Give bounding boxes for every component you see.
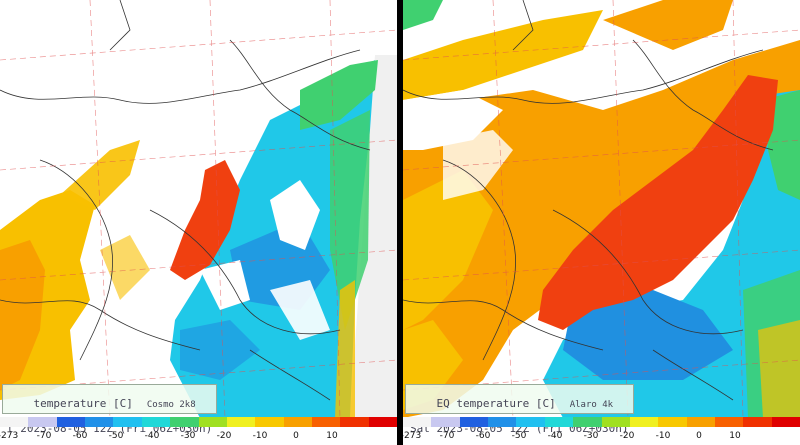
colorbar-swatch <box>0 417 29 427</box>
colorbar-swatch <box>601 417 630 427</box>
forecast-map-right <box>403 0 800 418</box>
colorbar-tick-label: 0 <box>696 431 702 441</box>
colorbar-swatch <box>340 417 369 427</box>
colorbar-tick-label: -30 <box>180 431 196 441</box>
colorbar-swatch <box>283 417 312 427</box>
colorbar-swatch <box>743 417 772 427</box>
colorbar-tick-label: -50 <box>511 431 527 441</box>
map-title-left: temperature [C] <box>33 397 133 410</box>
colorbar-tick-label: -60 <box>72 431 88 441</box>
colorbar-swatch <box>459 417 489 427</box>
map-panel-right: EQ temperature [C] Alaro 4k Sat 2023-08-0… <box>403 0 800 445</box>
colorbar-swatch <box>226 417 256 427</box>
colorbar-swatch <box>431 417 460 427</box>
colorbar-tick-label: -273 <box>0 431 19 441</box>
colorbar-ticks-right: -273 -70 -60 -50 -40 -30 -20 -10 0 10 <box>403 431 800 443</box>
colorbar-tick-label: 10 <box>729 431 741 441</box>
cloud-area-blue <box>563 290 733 380</box>
colorbar-swatch <box>403 417 432 427</box>
colorbar-tick-label: -20 <box>216 431 232 441</box>
colorbar-tick-label: -70 <box>36 431 52 441</box>
map-info-box-right: EQ temperature [C] Alaro 4k Sat 2023-08-0… <box>405 384 634 435</box>
colorbar-swatch <box>113 417 142 427</box>
colorbar-swatch <box>714 417 744 427</box>
colorbar-swatch <box>686 417 715 427</box>
colorbar-swatches-right <box>403 417 800 427</box>
forecast-map-left <box>0 0 397 418</box>
colorbar-ticks-left: -273 -70 -60 -50 -40 -30 -20 -10 0 10 <box>0 431 397 443</box>
colorbar-right: -273 -70 -60 -50 -40 -30 -20 -10 0 10 <box>403 417 800 445</box>
map-info-box-left: temperature [C] Cosmo 2k8 t 2023-08-05 12… <box>2 384 218 435</box>
colorbar-swatch <box>516 417 545 427</box>
colorbar-tick-label: -60 <box>475 431 491 441</box>
colorbar-tick-label: 10 <box>326 431 338 441</box>
colorbar-tick-label: -30 <box>583 431 599 441</box>
colorbar-swatch <box>198 417 227 427</box>
colorbar-swatch <box>255 417 284 427</box>
colorbar-swatch <box>368 417 397 427</box>
colorbar-swatch <box>771 417 800 427</box>
colorbar-tick-label: -40 <box>144 431 160 441</box>
colorbar-tick-label: -20 <box>619 431 635 441</box>
map-title-right: EQ temperature [C] <box>436 397 556 410</box>
colorbar-swatch <box>629 417 659 427</box>
convective-band-red <box>170 160 240 280</box>
colorbar-tick-label: -50 <box>108 431 124 441</box>
convective-core-red <box>538 75 778 330</box>
colorbar-swatch <box>658 417 687 427</box>
colorbar-tick-label: -10 <box>655 431 671 441</box>
model-name-right: Alaro 4k <box>569 400 614 410</box>
colorbar-tick-label: -10 <box>252 431 268 441</box>
colorbar-swatch <box>141 417 171 427</box>
colorbar-tick-label: -70 <box>439 431 455 441</box>
model-name-left: Cosmo 2k8 <box>146 400 196 410</box>
colorbar-swatch <box>488 417 517 427</box>
colorbar-swatch <box>56 417 86 427</box>
colorbar-tick-label: -40 <box>547 431 563 441</box>
map-panel-left: temperature [C] Cosmo 2k8 t 2023-08-05 12… <box>0 0 397 445</box>
colorbar-tick-label: -273 <box>403 431 422 441</box>
colorbar-left: -273 -70 -60 -50 -40 -30 -20 -10 0 10 <box>0 417 397 445</box>
colorbar-tick-label: 0 <box>293 431 299 441</box>
colorbar-swatch <box>28 417 57 427</box>
colorbar-swatch <box>170 417 199 427</box>
colorbar-swatches-left <box>0 417 397 427</box>
colorbar-swatch <box>85 417 114 427</box>
colorbar-swatch <box>573 417 602 427</box>
colorbar-swatch <box>311 417 341 427</box>
colorbar-swatch <box>544 417 574 427</box>
